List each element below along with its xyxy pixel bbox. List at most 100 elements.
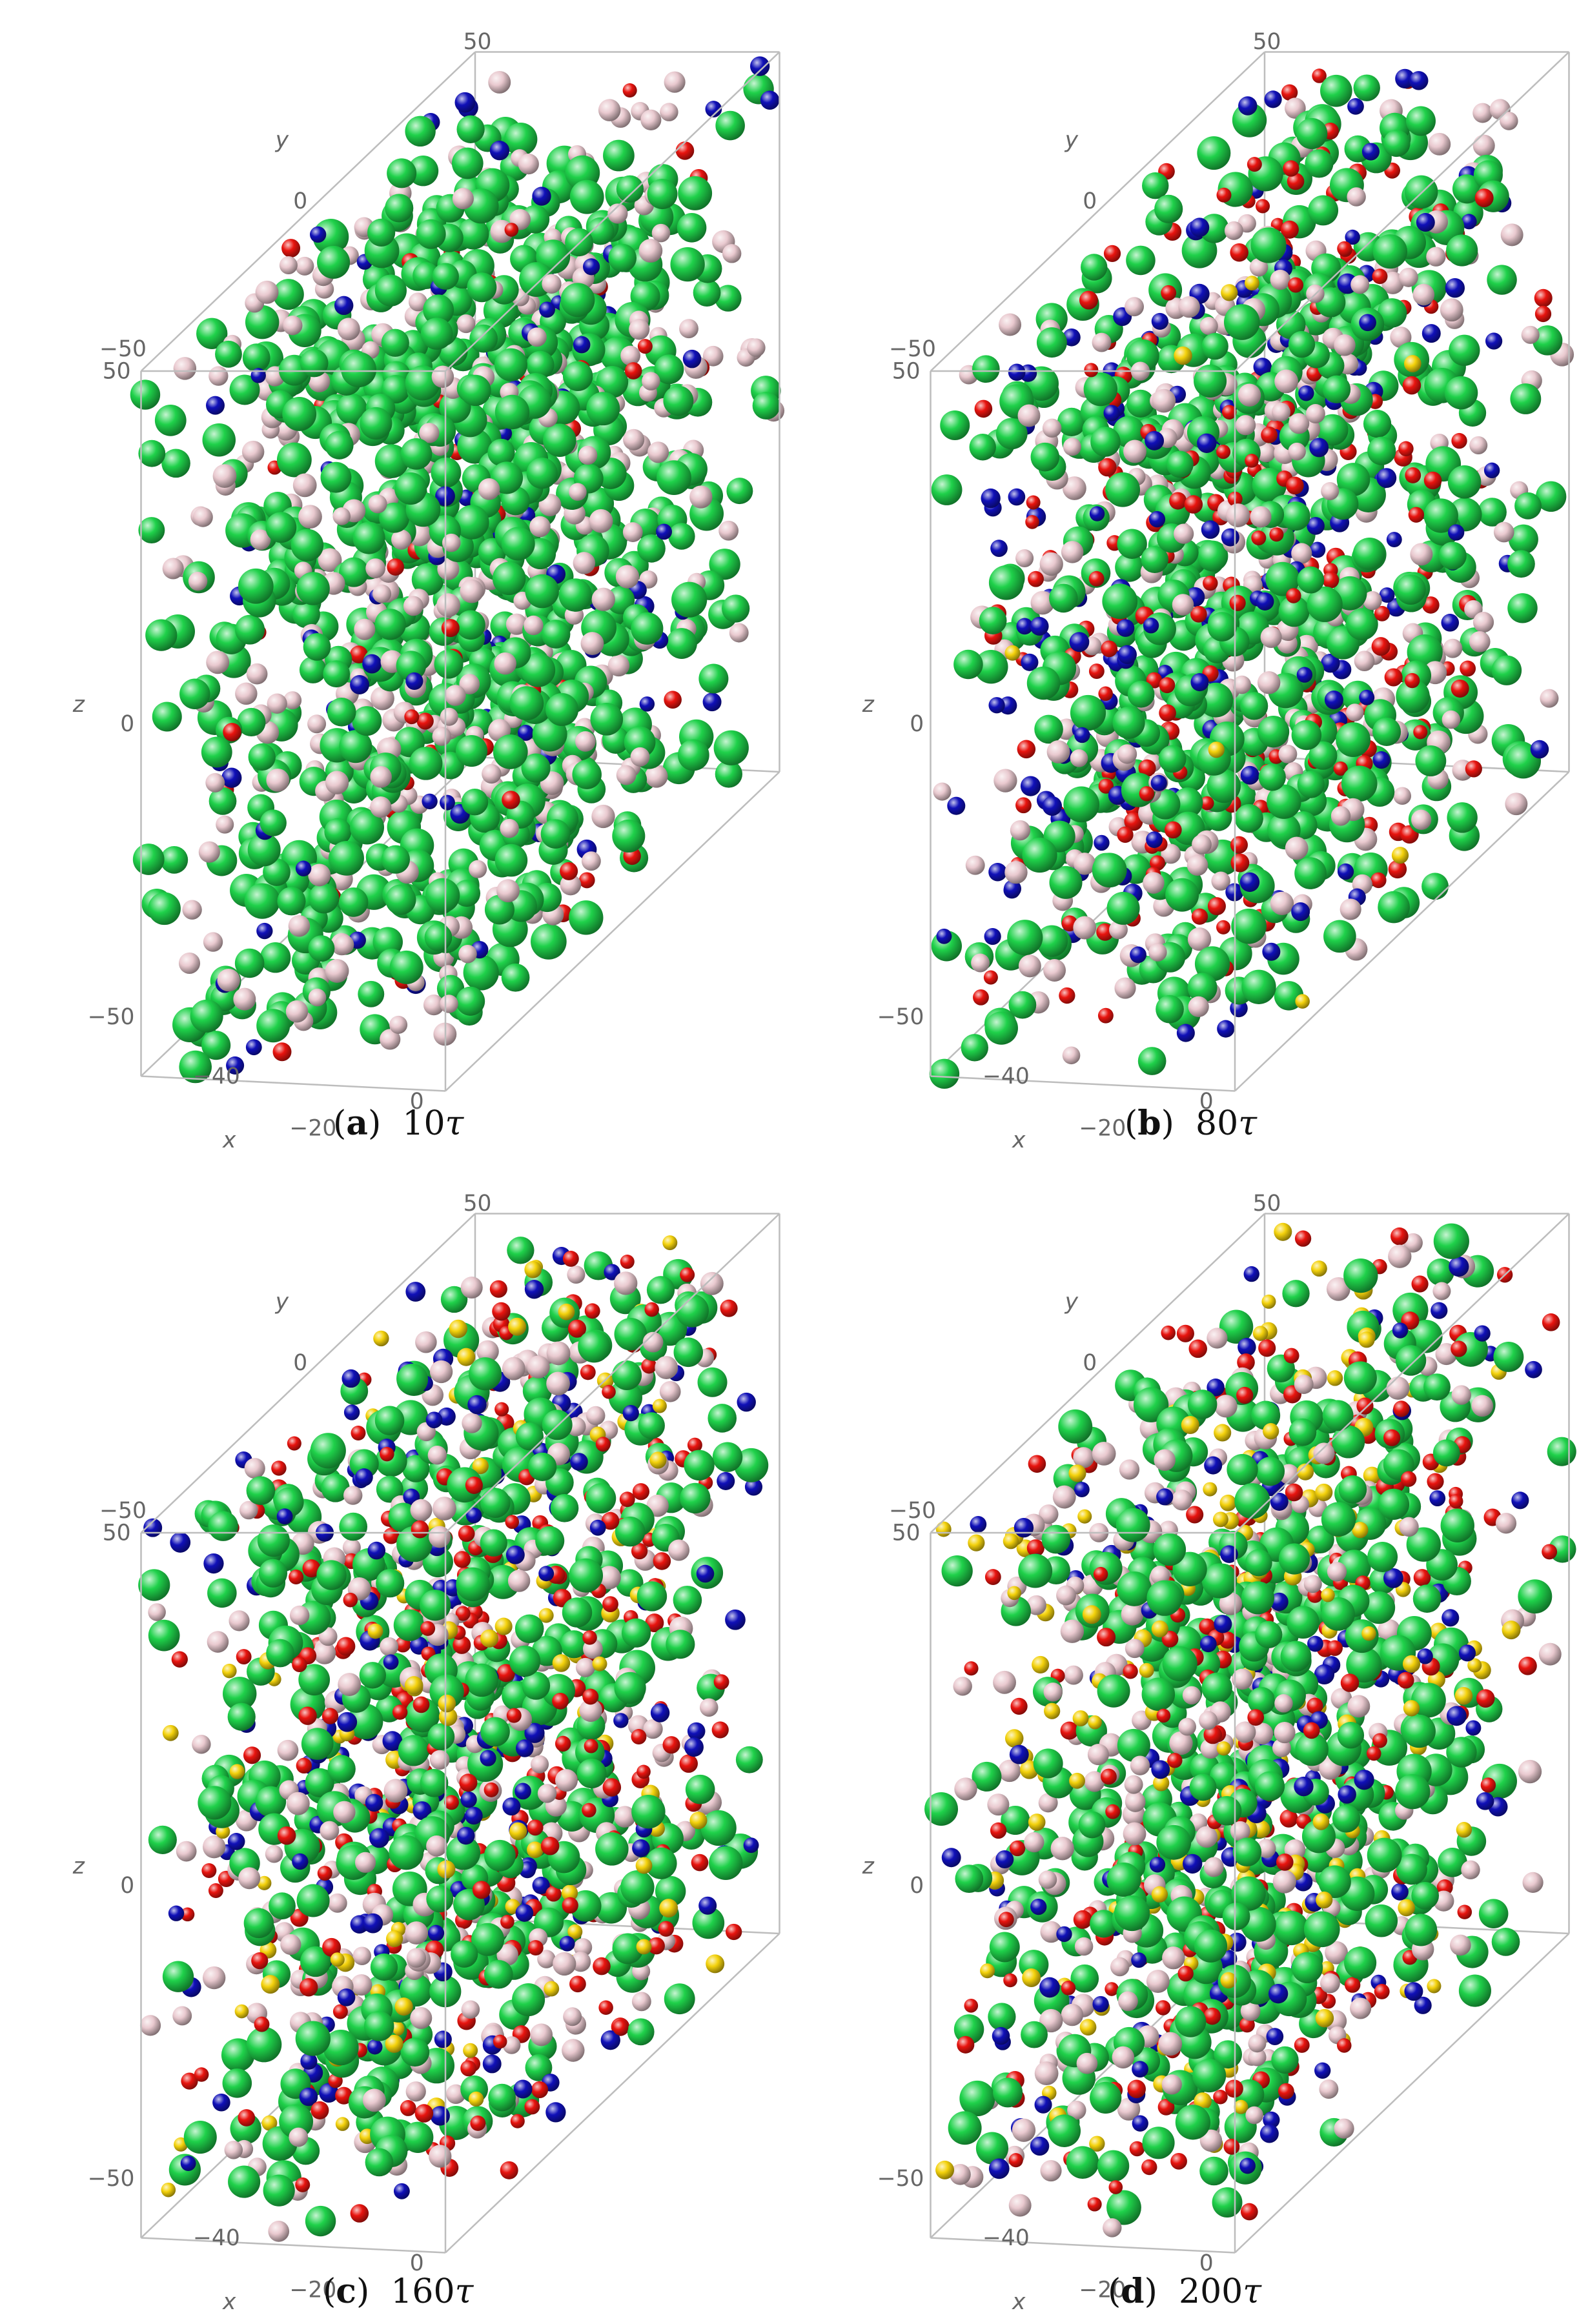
particle-pink bbox=[1046, 740, 1070, 763]
particle-yellow bbox=[689, 1812, 708, 1830]
particle-green bbox=[521, 652, 556, 687]
particle-red bbox=[687, 1437, 702, 1453]
particle-pink bbox=[426, 1835, 447, 1857]
z-tick-label: −50 bbox=[88, 1004, 135, 1030]
particle-pink bbox=[1117, 744, 1137, 764]
particle-green bbox=[1411, 1682, 1446, 1718]
particle-green bbox=[359, 1662, 386, 1689]
particle-green bbox=[562, 361, 593, 392]
particle-pink bbox=[380, 1029, 401, 1050]
particle-blue bbox=[295, 860, 312, 876]
particle-blue bbox=[744, 1478, 763, 1496]
particle-blue bbox=[203, 1553, 224, 1574]
particle-pink bbox=[460, 1277, 483, 1299]
particle-pink bbox=[354, 1852, 376, 1873]
particle-pink bbox=[1010, 820, 1031, 841]
particle-blue bbox=[1338, 1785, 1356, 1804]
particle-green bbox=[1493, 1341, 1524, 1372]
particle-green bbox=[381, 845, 411, 874]
particle-green bbox=[1142, 172, 1169, 199]
particle-green bbox=[272, 279, 304, 310]
particle-green bbox=[657, 460, 691, 496]
x-tick-label: 0 bbox=[410, 1089, 424, 1115]
particle-red bbox=[1294, 1230, 1312, 1247]
particle-blue bbox=[737, 1392, 756, 1412]
particle-yellow bbox=[1032, 1655, 1050, 1674]
particle-pink bbox=[405, 1921, 429, 1945]
particle-pink bbox=[343, 1486, 363, 1505]
particle-red bbox=[223, 723, 241, 742]
particle-green bbox=[295, 2021, 331, 2056]
particle-blue bbox=[1016, 618, 1034, 635]
particle-green bbox=[1337, 1722, 1365, 1749]
particle-red bbox=[236, 1649, 252, 1665]
particle-red bbox=[632, 1483, 650, 1500]
particle-pink bbox=[469, 860, 487, 878]
particle-red bbox=[336, 1637, 356, 1656]
particle-red bbox=[1097, 1007, 1114, 1024]
particle-green bbox=[984, 1011, 1018, 1045]
particle-yellow bbox=[1361, 1626, 1376, 1641]
particle-pink bbox=[488, 70, 511, 94]
particle-red bbox=[1384, 668, 1403, 687]
particle-pink bbox=[203, 932, 223, 952]
particle-green bbox=[419, 1590, 451, 1621]
particle-yellow bbox=[1315, 2008, 1334, 2028]
particle-pink bbox=[1004, 861, 1028, 884]
particle-yellow bbox=[1263, 1423, 1279, 1440]
particle-blue bbox=[650, 1703, 670, 1723]
particle-red bbox=[506, 1708, 522, 1723]
particle-pink bbox=[1451, 1385, 1471, 1405]
particle-pink bbox=[642, 372, 660, 390]
particle-green bbox=[1081, 254, 1108, 281]
particle-green bbox=[1154, 194, 1183, 223]
particle-yellow bbox=[649, 1451, 667, 1469]
particle-pink bbox=[1092, 332, 1112, 352]
particle-red bbox=[1408, 507, 1425, 523]
particle-green bbox=[541, 620, 571, 649]
particle-green bbox=[201, 1031, 231, 1060]
particle-green bbox=[1343, 1361, 1377, 1395]
particle-yellow bbox=[234, 2004, 249, 2019]
particle-pink bbox=[283, 691, 302, 710]
particle-red bbox=[1098, 778, 1114, 794]
particle-red bbox=[343, 1592, 358, 1608]
particle-green bbox=[522, 1672, 551, 1700]
particle-red bbox=[653, 1552, 671, 1570]
particle-green bbox=[678, 176, 713, 210]
particle-green bbox=[1036, 327, 1067, 358]
particle-pink bbox=[1274, 369, 1298, 394]
particle-yellow bbox=[1454, 1686, 1473, 1705]
particle-blue bbox=[604, 1264, 620, 1280]
particle-pink bbox=[1272, 402, 1291, 421]
particle-yellow bbox=[1214, 1424, 1232, 1442]
particle-red bbox=[602, 1384, 616, 1399]
particle-pink bbox=[440, 995, 458, 1013]
particle-green bbox=[612, 1360, 642, 1390]
panel-a-unit: τ bbox=[445, 1104, 464, 1143]
particle-blue bbox=[682, 349, 702, 369]
particle-red bbox=[493, 2034, 507, 2049]
particle-pink bbox=[370, 796, 392, 818]
particle-yellow bbox=[1315, 1483, 1333, 1502]
particle-pink bbox=[1500, 223, 1523, 247]
particle-pink bbox=[1207, 1328, 1228, 1349]
particle-pink bbox=[1143, 872, 1165, 894]
particle-green bbox=[1008, 991, 1037, 1019]
particle-cloud bbox=[924, 1222, 1576, 2238]
particle-green bbox=[339, 1512, 368, 1541]
particle-green bbox=[608, 243, 637, 272]
particle-blue bbox=[984, 927, 1001, 945]
particle-blue bbox=[1307, 517, 1325, 535]
particle-blue bbox=[936, 928, 952, 944]
particle-red bbox=[675, 141, 695, 160]
particle-blue bbox=[1008, 363, 1026, 381]
particle-pink bbox=[241, 440, 265, 463]
particle-pink bbox=[616, 765, 637, 785]
particle-pink bbox=[432, 1497, 456, 1521]
particle-blue bbox=[717, 1471, 735, 1490]
particle-pink bbox=[288, 914, 311, 937]
particle-red bbox=[1340, 1673, 1360, 1692]
particle-red bbox=[1028, 1455, 1046, 1473]
